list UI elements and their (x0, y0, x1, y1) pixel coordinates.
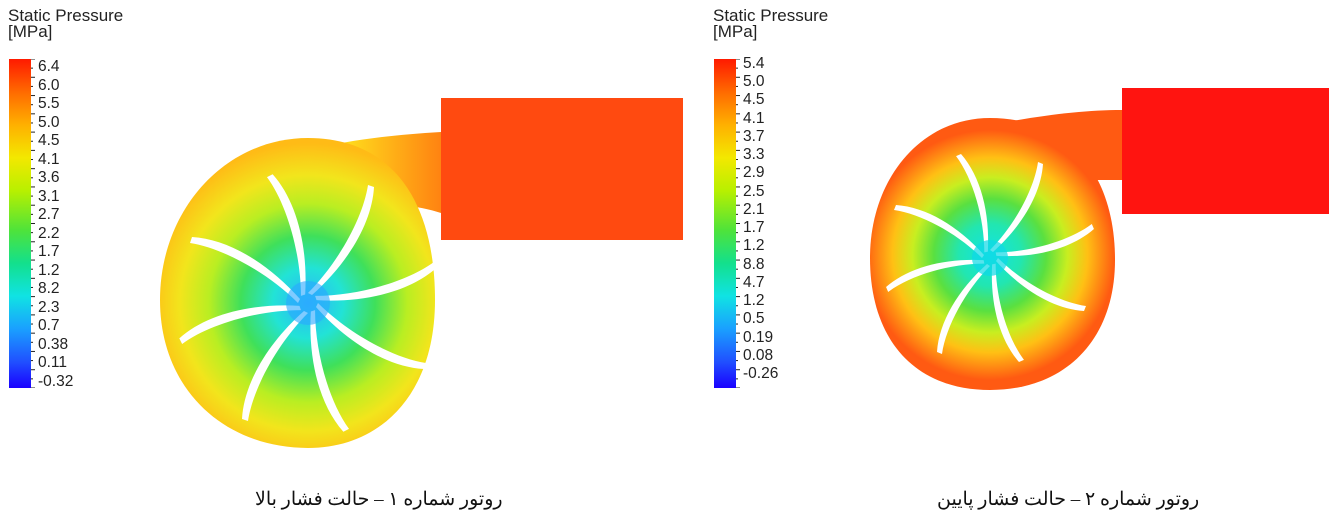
contour-panel-rotor-1: Static Pressure [MPa] 6.4 6.0 5.5 5.0 4.… (8, 6, 683, 510)
legend-title: Static Pressure [MPa] (713, 6, 829, 41)
pump-contour-rotor-2 (870, 88, 1329, 390)
impeller-hub (286, 281, 330, 325)
pump-contour-rotor-1 (160, 98, 683, 448)
outlet-duct (1122, 88, 1329, 214)
tick-label: 2.2 (38, 224, 60, 242)
tick-label: 4.5 (743, 91, 765, 109)
tick-label: 4.1 (38, 150, 60, 168)
tick-label: 0.11 (38, 354, 68, 372)
tick-label: 5.0 (743, 73, 765, 91)
tick-label: 2.5 (743, 182, 765, 200)
tick-label: 4.5 (38, 132, 60, 150)
tick-label: -0.32 (38, 372, 74, 390)
tick-label: 3.3 (743, 146, 765, 164)
tick-label: 1.7 (743, 219, 765, 237)
tick-label: 1.2 (38, 261, 60, 279)
tick-label: 4.1 (743, 109, 765, 127)
tick-label: 3.7 (743, 127, 765, 145)
colorbar-tick-labels: 6.4 6.0 5.5 5.0 4.5 4.1 3.6 3.1 2.7 2.2 … (38, 59, 73, 389)
pressure-colorbar (9, 59, 31, 388)
tick-label: 1.2 (743, 237, 765, 255)
tick-label: 5.0 (38, 113, 60, 131)
tick-label: 3.1 (38, 187, 60, 205)
tick-label: 8.8 (743, 255, 765, 273)
tick-label: 0.19 (743, 328, 774, 346)
tick-label: 5.4 (743, 55, 765, 72)
legend-title: Static Pressure [MPa] (8, 6, 124, 41)
tick-label: 8.2 (38, 280, 60, 298)
colorbar-ticks (31, 59, 35, 388)
tick-label: 3.6 (38, 169, 60, 187)
tick-label: 4.7 (743, 273, 765, 291)
legend-title-text: Static Pressure (713, 6, 829, 25)
colorbar-ticks (736, 59, 740, 388)
caption-rotor-1: روتور شماره ۱ – حالت فشار بالا (255, 489, 503, 510)
tick-label: 6.4 (38, 58, 60, 75)
tick-label: 6.0 (38, 76, 60, 94)
legend-unit: [MPa] (8, 22, 53, 41)
caption-rotor-2: روتور شماره ۲ – حالت فشار پایین (937, 489, 1200, 510)
tick-label: 0.7 (38, 317, 60, 335)
tick-label: 0.5 (743, 310, 765, 328)
legend-title-text: Static Pressure (8, 6, 124, 25)
tick-label: 2.9 (743, 164, 765, 182)
tick-label: -0.26 (743, 364, 779, 382)
colorbar-tick-labels: 5.4 5.0 4.5 4.1 3.7 3.3 2.9 2.5 2.1 1.7 … (743, 56, 778, 381)
pressure-colorbar (714, 59, 736, 388)
tick-label: 0.08 (743, 346, 774, 364)
tick-label: 1.7 (38, 243, 60, 261)
outlet-duct (441, 98, 683, 240)
contour-panel-rotor-2: Static Pressure [MPa] 5.4 5.0 4.5 4.1 3.… (705, 0, 1337, 519)
impeller-hub (972, 240, 1008, 276)
legend-unit: [MPa] (713, 22, 758, 41)
tick-label: 2.3 (38, 298, 60, 316)
tick-label: 1.2 (743, 292, 765, 310)
tick-label: 2.1 (743, 200, 765, 218)
tick-label: 2.7 (38, 206, 60, 224)
tick-label: 0.38 (38, 335, 69, 353)
tick-label: 5.5 (38, 95, 60, 113)
